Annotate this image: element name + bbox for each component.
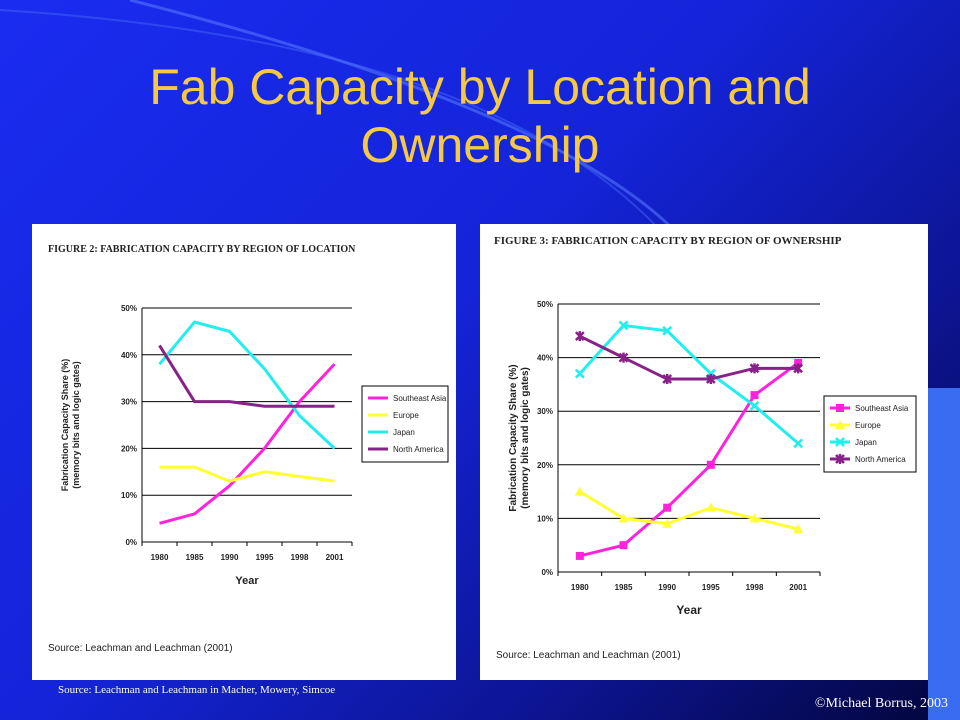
figure-panel-location: FIGURE 2: FABRICATION CAPACITY BY REGION… xyxy=(32,224,456,680)
figure-title: FIGURE 3: FABRICATION CAPACITY BY REGION… xyxy=(494,235,842,247)
data-point xyxy=(705,374,716,385)
y-tick-label: 10% xyxy=(121,491,137,500)
series-line xyxy=(159,465,335,483)
series-line xyxy=(579,490,799,531)
data-point xyxy=(574,331,585,342)
legend-marker xyxy=(836,404,844,412)
series-line xyxy=(579,334,799,381)
x-axis-title: Year xyxy=(676,603,702,617)
data-point xyxy=(662,325,673,336)
y-axis-title-line: Fabrication Capacity Share (%) xyxy=(60,359,70,492)
footer-source: Source: Leachman and Leachman in Macher,… xyxy=(58,684,336,696)
legend-label: Southeast Asia xyxy=(393,394,447,403)
y-tick-label: 40% xyxy=(537,354,553,363)
data-point xyxy=(574,368,585,379)
figure-panel-ownership: FIGURE 3: FABRICATION CAPACITY BY REGION… xyxy=(480,224,928,680)
y-axis-title-line: (memory bits and logic gates) xyxy=(520,367,531,509)
legend-label: North America xyxy=(855,455,906,464)
legend-label: Europe xyxy=(393,411,419,420)
data-point xyxy=(574,486,585,496)
data-point xyxy=(575,551,584,560)
legend-marker xyxy=(835,454,845,464)
data-point xyxy=(793,363,804,374)
chart-ownership: FIGURE 3: FABRICATION CAPACITY BY REGION… xyxy=(494,235,917,661)
legend-label: Japan xyxy=(855,438,877,447)
y-tick-label: 40% xyxy=(121,351,137,360)
y-tick-label: 50% xyxy=(121,304,137,313)
data-point xyxy=(793,524,804,534)
copyright: ©Michael Borrus, 2003 xyxy=(814,696,948,711)
series-line xyxy=(158,320,336,450)
y-tick-label: 30% xyxy=(537,407,553,416)
data-point xyxy=(749,513,760,523)
data-point xyxy=(619,541,628,550)
x-tick-label: 1998 xyxy=(746,583,764,592)
y-tick-label: 10% xyxy=(537,514,553,523)
series-line xyxy=(578,323,800,445)
decorative-corner-band xyxy=(928,388,960,720)
y-axis-title-line: Fabrication Capacity Share (%) xyxy=(508,364,519,511)
x-tick-label: 1995 xyxy=(702,583,720,592)
data-point xyxy=(618,320,629,331)
legend-label: North America xyxy=(393,445,444,454)
data-point xyxy=(749,400,760,411)
x-tick-label: 1990 xyxy=(658,583,676,592)
x-tick-label: 1998 xyxy=(291,553,309,562)
figure-source: Source: Leachman and Leachman (2001) xyxy=(496,650,681,661)
data-point xyxy=(793,438,804,449)
x-tick-label: 1985 xyxy=(186,553,204,562)
series-line xyxy=(159,363,336,525)
y-tick-label: 0% xyxy=(541,568,553,577)
x-tick-label: 1980 xyxy=(571,583,589,592)
data-point xyxy=(794,358,803,367)
legend-marker xyxy=(835,437,845,447)
x-axis-title: Year xyxy=(235,575,259,587)
data-point xyxy=(662,374,673,385)
y-axis-title: Fabrication Capacity Share (%)(memory bi… xyxy=(508,364,531,511)
figure-source: Source: Leachman and Leachman (2001) xyxy=(48,643,233,654)
data-point xyxy=(705,502,716,512)
data-point xyxy=(706,460,715,469)
data-point xyxy=(618,513,629,523)
series-line xyxy=(158,344,335,408)
legend-label: Europe xyxy=(855,421,881,430)
y-axis-title: Fabrication Capacity Share (%)(memory bi… xyxy=(60,359,81,492)
data-point xyxy=(618,352,629,363)
y-tick-label: 20% xyxy=(537,461,553,470)
x-tick-label: 1995 xyxy=(256,553,274,562)
x-tick-label: 1985 xyxy=(615,583,633,592)
legend-marker xyxy=(835,420,845,429)
x-tick-label: 2001 xyxy=(789,583,807,592)
data-point xyxy=(663,503,672,512)
data-point xyxy=(750,391,759,400)
chart-location: FIGURE 2: FABRICATION CAPACITY BY REGION… xyxy=(48,244,449,654)
legend-label: Southeast Asia xyxy=(855,404,909,413)
data-point xyxy=(662,518,673,528)
x-tick-label: 1990 xyxy=(221,553,239,562)
y-tick-label: 50% xyxy=(537,300,553,309)
legend-label: Japan xyxy=(393,428,415,437)
y-tick-label: 30% xyxy=(121,398,137,407)
y-axis-title-line: (memory bits and logic gates) xyxy=(71,361,81,489)
x-tick-label: 1980 xyxy=(151,553,169,562)
figure-title: FIGURE 2: FABRICATION CAPACITY BY REGION… xyxy=(48,244,356,255)
slide-title: Fab Capacity by Location and Ownership xyxy=(149,59,811,173)
y-tick-label: 20% xyxy=(121,444,137,453)
data-point xyxy=(749,363,760,374)
series-line xyxy=(579,361,800,558)
x-tick-label: 2001 xyxy=(326,553,344,562)
y-tick-label: 0% xyxy=(125,538,137,547)
